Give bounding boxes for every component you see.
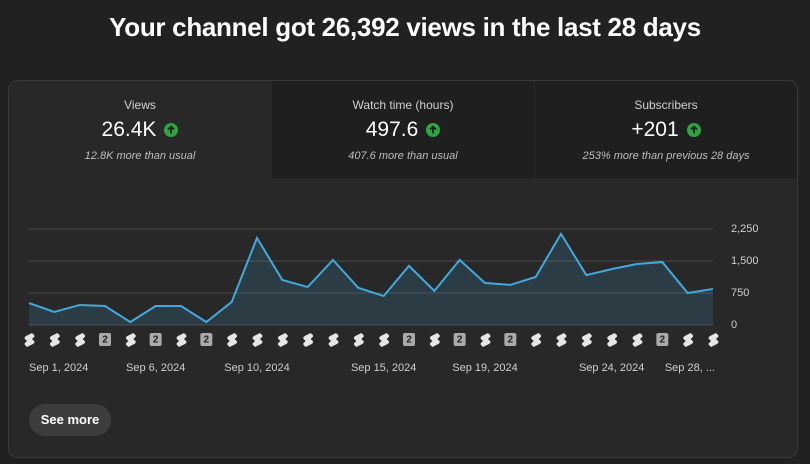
tab-value: +201 xyxy=(631,118,679,141)
shorts-icon xyxy=(49,333,60,347)
badge-box xyxy=(149,333,162,346)
tab-label: Views xyxy=(124,98,156,112)
x-tick-label: Sep 6, 2024 xyxy=(126,362,185,374)
upload-badge: 2 xyxy=(99,333,111,346)
y-tick-label: 2,250 xyxy=(731,223,759,235)
shorts-icon xyxy=(176,333,187,347)
badge-count: 2 xyxy=(457,335,463,346)
upload-badge: 2 xyxy=(656,333,669,346)
shorts-icon xyxy=(328,333,339,347)
shorts-icon xyxy=(227,333,238,347)
badge-count: 2 xyxy=(660,335,666,346)
x-tick-label: Sep 19, 2024 xyxy=(452,362,517,374)
badge-box xyxy=(200,333,213,346)
tab-value: 497.6 xyxy=(365,118,419,141)
tab-label: Watch time (hours) xyxy=(352,98,454,112)
line xyxy=(28,231,714,324)
shorts-icon xyxy=(277,333,288,347)
shorts-icon xyxy=(24,333,35,347)
up-icon xyxy=(686,123,701,137)
shorts-icon xyxy=(353,333,364,347)
x-tick-label: Sep 1, 2024 xyxy=(29,362,88,374)
upload-badge: 2 xyxy=(504,333,517,346)
up-icon xyxy=(426,123,441,137)
up-icon xyxy=(164,123,179,137)
upload-badge: 2 xyxy=(200,333,213,346)
shorts-icon xyxy=(607,333,618,347)
tab-note: 12.8K more than usual xyxy=(84,150,196,162)
upload-badge: 2 xyxy=(453,333,466,346)
upload-badge: 2 xyxy=(149,333,162,346)
x-tick-label: Sep 10, 2024 xyxy=(224,362,289,374)
tab-label: Subscribers xyxy=(634,98,698,112)
shorts-icon xyxy=(708,333,719,347)
shorts-icon xyxy=(531,333,542,347)
shorts-icon xyxy=(379,333,390,347)
y-tick-label: 0 xyxy=(731,319,737,331)
badge-count: 2 xyxy=(406,335,412,346)
tab-value-row: 497.6 xyxy=(272,118,534,142)
badge-box xyxy=(99,333,111,346)
badge-box xyxy=(656,333,669,346)
tab-value-row: 26.4K xyxy=(9,118,271,142)
page-title: Your channel got 26,392 views in the las… xyxy=(109,12,701,42)
tab-value-row: +201 xyxy=(535,118,797,142)
badge-count: 2 xyxy=(508,335,514,346)
analytics-card: Views 26.4K 12.8K more than usual Watch … xyxy=(8,80,798,458)
x-tick-label: Sep 15, 2024 xyxy=(351,362,416,374)
tab[interactable]: Views 26.4K 12.8K more than usual xyxy=(9,81,271,178)
shorts-icon xyxy=(683,333,694,347)
y-tick-label: 1,500 xyxy=(731,255,759,267)
upload-badge: 2 xyxy=(403,333,415,346)
tab[interactable]: Subscribers +201 253% more than previous… xyxy=(535,81,797,178)
shorts-icon xyxy=(303,333,314,347)
shorts-icon xyxy=(252,333,263,347)
badge-box xyxy=(453,333,466,346)
see-more-button[interactable]: See more xyxy=(29,404,111,436)
badge-box xyxy=(504,333,517,346)
shorts-icon xyxy=(480,333,491,347)
shorts-icon xyxy=(556,333,567,347)
tab[interactable]: Watch time (hours) 497.6 407.6 more than… xyxy=(272,81,534,178)
tab-note: 407.6 more than usual xyxy=(348,150,458,162)
shorts-icon xyxy=(75,333,86,347)
badge-count: 2 xyxy=(102,335,108,346)
chart: 0 750 1,500 2,250 Sep 1, 2024 2 2 Sep 6, 2024 2 S… xyxy=(24,223,759,374)
x-tick-label: Sep 24, 2024 xyxy=(579,362,644,374)
shorts-icon xyxy=(125,333,136,347)
tab-note: 253% more than previous 28 days xyxy=(582,150,750,162)
shorts-icon xyxy=(632,333,643,347)
shorts-icon xyxy=(429,333,440,347)
area xyxy=(29,233,713,325)
badge-box xyxy=(403,333,415,346)
shorts-icon xyxy=(581,333,592,347)
badge-count: 2 xyxy=(153,335,159,346)
badge-count: 2 xyxy=(204,335,210,346)
x-tick-label: Sep 28, ... xyxy=(665,362,715,374)
y-tick-label: 750 xyxy=(731,287,749,299)
tab-value: 26.4K xyxy=(101,118,157,141)
